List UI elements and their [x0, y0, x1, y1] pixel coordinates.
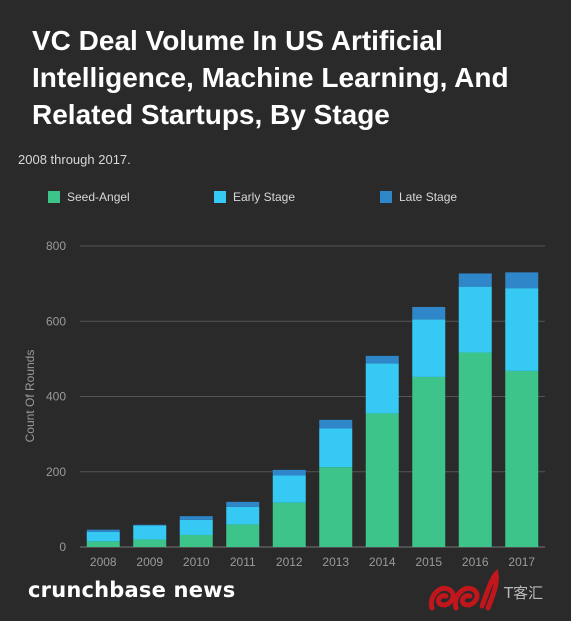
bar-late-stage-2010 [179, 516, 213, 520]
bar-seed-angel-2014 [365, 413, 399, 547]
bar-late-stage-2013 [319, 419, 353, 429]
bar-late-stage-2011 [226, 501, 260, 507]
bar-seed-angel-2016 [458, 352, 492, 547]
x-tick-label-2010: 2010 [183, 555, 210, 569]
legend-item-early-stage[interactable]: Early Stage [214, 190, 295, 204]
bar-late-stage-2012 [272, 469, 306, 476]
x-tick-label-2011: 2011 [230, 555, 256, 569]
y-axis-label: Count Of Rounds [23, 350, 37, 443]
chart-bars [86, 272, 539, 547]
x-tick-label-2009: 2009 [136, 555, 163, 569]
crunchbase-news-logo: crunchbase news [28, 578, 236, 602]
legend-item-seed-angel[interactable]: Seed-Angel [48, 190, 130, 204]
bar-early-stage-2014 [365, 363, 399, 414]
y-tick-label-400: 400 [46, 390, 66, 404]
bar-late-stage-2017 [505, 272, 539, 289]
bar-early-stage-2017 [505, 288, 539, 371]
legend-swatch-seed-angel [48, 191, 60, 203]
bar-early-stage-2009 [133, 525, 167, 540]
chart-title: VC Deal Volume In US Artificial Intellig… [32, 25, 509, 130]
bar-seed-angel-2012 [272, 502, 306, 547]
bar-early-stage-2010 [179, 519, 213, 535]
legend-item-late-stage[interactable]: Late Stage [380, 190, 457, 204]
bar-late-stage-2008 [86, 529, 120, 532]
y-axis-ticks: 0 200 400 600 800 [46, 239, 66, 554]
watermark-text: T客汇 [504, 584, 544, 602]
bar-late-stage-2009 [133, 524, 167, 526]
bar-seed-angel-2015 [412, 376, 446, 547]
bar-early-stage-2013 [319, 428, 353, 468]
legend-label-seed-angel: Seed-Angel [67, 190, 130, 204]
bar-seed-angel-2017 [505, 370, 539, 547]
x-tick-label-2008: 2008 [90, 555, 117, 569]
x-tick-label-2016: 2016 [462, 555, 489, 569]
y-tick-label-200: 200 [46, 465, 66, 479]
watermark-mark-icon [428, 568, 499, 611]
legend-label-late-stage: Late Stage [399, 190, 458, 204]
chart-subtitle: 2008 through 2017. [18, 152, 131, 167]
legend-label-early-stage: Early Stage [233, 190, 296, 204]
legend-swatch-early-stage [214, 191, 226, 203]
bar-early-stage-2012 [272, 475, 306, 503]
x-tick-label-2013: 2013 [322, 555, 349, 569]
legend-swatch-late-stage [380, 191, 392, 203]
y-tick-label-800: 800 [46, 239, 66, 253]
bar-early-stage-2011 [226, 506, 260, 525]
bar-seed-angel-2011 [226, 524, 260, 547]
watermark-logo: T客汇 [426, 568, 566, 614]
bar-late-stage-2015 [412, 306, 446, 320]
x-axis-ticks: 2008 2009 2010 2011 2012 2013 2014 2015 2016 2017 [90, 555, 536, 569]
y-tick-label-0: 0 [59, 540, 66, 554]
y-tick-label-600: 600 [46, 314, 66, 328]
bar-early-stage-2015 [412, 319, 446, 377]
bar-late-stage-2014 [365, 355, 399, 364]
bar-early-stage-2008 [86, 531, 120, 542]
x-tick-label-2012: 2012 [276, 555, 303, 569]
x-tick-label-2014: 2014 [369, 555, 396, 569]
bar-early-stage-2016 [458, 286, 492, 353]
bar-late-stage-2016 [458, 273, 492, 287]
bar-seed-angel-2008 [86, 541, 120, 547]
x-tick-label-2015: 2015 [415, 555, 442, 569]
bar-seed-angel-2009 [133, 539, 167, 547]
bar-seed-angel-2010 [179, 534, 213, 547]
x-tick-label-2017: 2017 [508, 555, 535, 569]
bar-seed-angel-2013 [319, 467, 353, 547]
